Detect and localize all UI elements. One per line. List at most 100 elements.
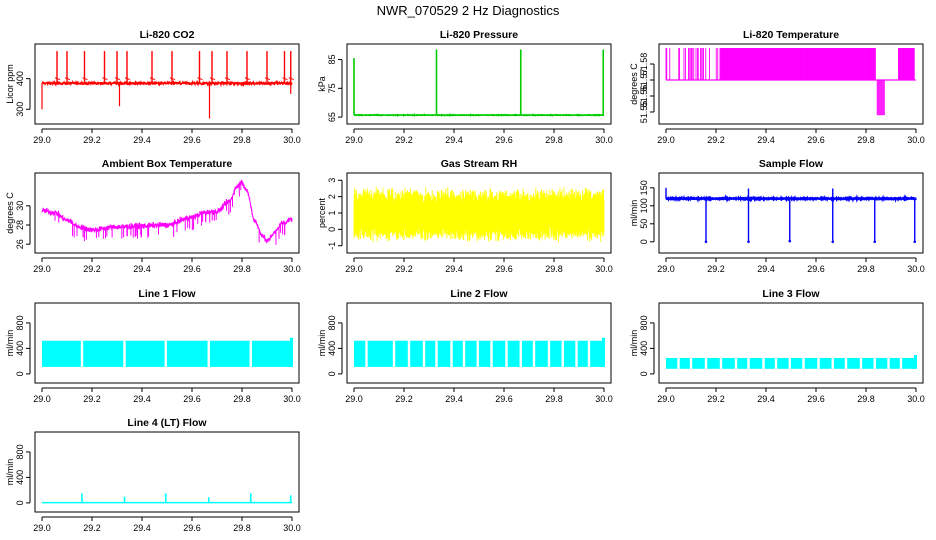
y-axis-label: ml/min — [629, 200, 639, 227]
y-tick-label: 75 — [327, 83, 337, 93]
flow-band — [478, 340, 491, 367]
spike-shoulder — [169, 77, 176, 81]
band-end — [290, 337, 293, 367]
y-tick-label: 300 — [15, 102, 25, 117]
spike-shoulder — [64, 77, 71, 81]
y-tick-label: 51.55 — [639, 101, 649, 124]
x-tick-label: 29.4 — [757, 394, 775, 404]
x-tick-label: 29.6 — [495, 135, 513, 145]
chart-panel: Gas Stream RH percent 29.0 29.2 29.4 29.6 29.8… — [317, 158, 613, 274]
x-tick-label: 29.0 — [345, 394, 363, 404]
flow-band — [425, 340, 436, 367]
plot-frame — [34, 302, 300, 384]
x-tick-label: 29.2 — [395, 264, 413, 274]
flow-band — [707, 357, 720, 369]
x-tick-label: 30.0 — [283, 394, 301, 404]
plot-frame — [658, 302, 924, 384]
x-tick-label: 29.2 — [83, 523, 101, 533]
chart-title: Gas Stream RH — [441, 158, 517, 170]
series-line — [41, 79, 293, 88]
x-tick-label: 30.0 — [907, 394, 925, 404]
plot-area — [42, 493, 293, 504]
x-tick-label: 29.2 — [707, 135, 725, 145]
plot-area — [665, 187, 917, 244]
flow-band — [125, 340, 165, 367]
x-tick-label: 29.0 — [345, 264, 363, 274]
x-tick-label: 30.0 — [907, 135, 925, 145]
plot-frame — [658, 172, 924, 254]
flow-band — [737, 357, 748, 369]
y-tick-label: 0 — [639, 239, 649, 244]
y-tick-label: 800 — [15, 315, 25, 330]
series-line — [353, 112, 605, 118]
flow-band — [804, 357, 818, 369]
x-tick-label: 29.8 — [233, 523, 251, 533]
y-tick-label: 400 — [327, 341, 337, 356]
y-tick-label: 2 — [327, 194, 337, 199]
x-tick-label: 29.8 — [545, 264, 563, 274]
x-tick-label: 29.0 — [657, 264, 675, 274]
series-line — [353, 187, 605, 243]
x-tick-label: 29.4 — [133, 394, 151, 404]
y-axis-label: kPa — [317, 76, 327, 92]
plot-frame — [346, 302, 612, 384]
x-tick-label: 29.8 — [857, 135, 875, 145]
flow-band — [550, 340, 562, 367]
x-tick-label: 29.8 — [233, 135, 251, 145]
y-tick-label: 65 — [327, 112, 337, 122]
y-axis-label: ml/min — [629, 330, 639, 357]
y-tick-label: 0 — [327, 227, 337, 232]
x-tick-label: 30.0 — [595, 394, 613, 404]
y-tick-label: 400 — [15, 71, 25, 86]
y-tick-label: 28 — [15, 220, 25, 230]
x-tick-label: 29.6 — [183, 264, 201, 274]
drop-point — [831, 240, 835, 244]
x-tick-label: 29.0 — [33, 264, 51, 274]
y-tick-label: 51.58 — [639, 53, 649, 76]
flow-band — [209, 340, 250, 367]
x-tick-label: 30.0 — [595, 135, 613, 145]
panels-group: Li-820 CO2 Licor ppm 29.0 29.2 29.4 29.6 29.8 3… — [5, 29, 925, 533]
x-tick-label: 29.4 — [445, 264, 463, 274]
flow-band — [465, 340, 477, 367]
spike-shoulder — [224, 77, 231, 81]
chart-title: Line 4 (LT) Flow — [127, 417, 207, 429]
chart-title: Line 2 Flow — [450, 288, 508, 300]
flow-band — [862, 357, 874, 369]
x-tick-label: 29.0 — [33, 523, 51, 533]
x-tick-label: 29.0 — [33, 135, 51, 145]
flow-band — [83, 340, 124, 367]
chart-title: Line 1 Flow — [138, 288, 196, 300]
y-axis-label: degrees C — [629, 63, 639, 105]
flow-band — [166, 340, 208, 367]
flow-band — [410, 340, 423, 367]
spike-shoulder — [197, 77, 203, 81]
chart-panel: Li-820 Temperature degrees C 29.0 29.2 29.4 2… — [629, 29, 925, 145]
x-tick-label: 30.0 — [283, 523, 301, 533]
x-tick-label: 30.0 — [283, 264, 301, 274]
x-tick-label: 30.0 — [283, 135, 301, 145]
spike-shoulder — [149, 77, 156, 81]
y-tick-label: 0 — [15, 500, 25, 505]
band-end — [602, 337, 605, 367]
x-tick-label: 29.4 — [445, 135, 463, 145]
plot-area — [42, 337, 293, 367]
x-tick-label: 29.4 — [445, 394, 463, 404]
chart-title: Line 3 Flow — [762, 288, 820, 300]
chart-title: Li-820 CO2 — [140, 29, 195, 41]
flow-band — [777, 357, 789, 369]
flow-band — [875, 357, 888, 369]
plot-area — [353, 187, 605, 243]
x-tick-label: 29.8 — [857, 264, 875, 274]
flow-band — [535, 340, 548, 367]
chart-panel: Line 4 (LT) Flow ml/min 29.0 29.2 29.4 29.6 29… — [5, 417, 301, 533]
drop-point — [873, 240, 877, 244]
y-tick-label: 51.57 — [639, 69, 649, 92]
spike-shoulder — [209, 77, 216, 81]
plot-area — [353, 49, 605, 118]
x-tick-label: 29.0 — [657, 135, 675, 145]
plot-area — [666, 354, 917, 369]
y-tick-label: 800 — [639, 315, 649, 330]
spike-shoulder — [102, 77, 108, 81]
spike-shoulder — [244, 77, 251, 81]
